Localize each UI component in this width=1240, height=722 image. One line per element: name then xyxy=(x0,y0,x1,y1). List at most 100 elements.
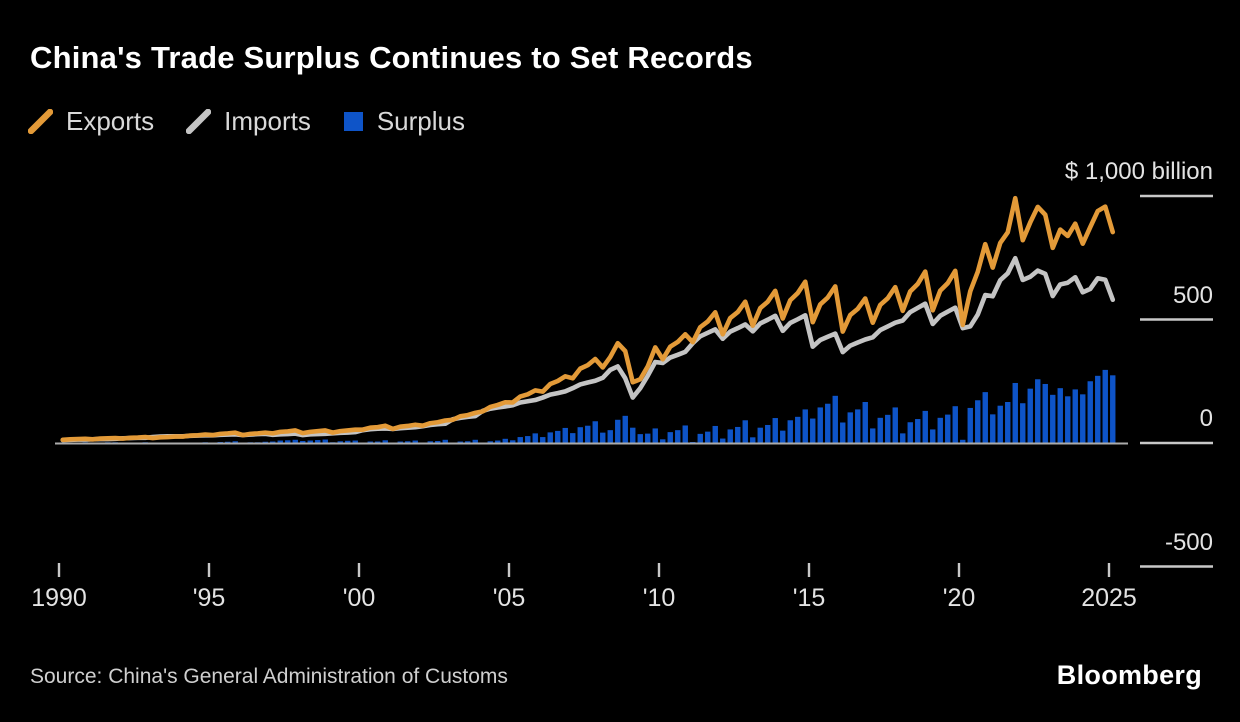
surplus-bar xyxy=(810,418,816,443)
legend: Exports Imports Surplus xyxy=(28,106,465,137)
surplus-bar xyxy=(262,441,268,443)
surplus-bar xyxy=(315,440,321,443)
surplus-bar xyxy=(982,392,988,443)
surplus-bar xyxy=(285,440,291,443)
surplus-bar xyxy=(795,416,801,443)
surplus-bar xyxy=(877,417,883,443)
source-note: Source: China's General Administration o… xyxy=(30,665,508,688)
surplus-bar xyxy=(787,420,793,443)
time-axis-label: '05 xyxy=(492,584,526,612)
surplus-bar xyxy=(915,419,921,443)
value-axis-label: -500 xyxy=(1164,528,1213,556)
surplus-bar xyxy=(952,406,958,443)
surplus-bar xyxy=(705,431,711,443)
surplus-bar xyxy=(517,437,523,443)
surplus-bar xyxy=(585,425,591,443)
legend-label-surplus: Surplus xyxy=(376,106,465,136)
legend-item-exports: Exports xyxy=(28,106,154,137)
surplus-bar xyxy=(1080,394,1086,443)
surplus-bar xyxy=(345,440,351,443)
bloomberg-logo: Bloomberg xyxy=(1056,660,1202,690)
surplus-bar xyxy=(570,433,576,443)
surplus-bar xyxy=(1102,369,1108,443)
surplus-bar xyxy=(1027,388,1033,443)
surplus-bar xyxy=(427,441,433,443)
surplus-bar xyxy=(630,427,636,443)
surplus-bar xyxy=(697,433,703,443)
surplus-bar xyxy=(757,427,763,443)
surplus-bar xyxy=(472,439,478,443)
surplus-bar xyxy=(540,437,546,443)
surplus-bar xyxy=(1012,382,1018,443)
surplus-bar xyxy=(1042,383,1048,443)
surplus-bar xyxy=(292,439,298,443)
imports-line-icon xyxy=(186,109,212,134)
value-axis-label: 500 xyxy=(1172,281,1213,309)
surplus-bar xyxy=(577,427,583,443)
time-axis-label: 1990 xyxy=(31,584,87,612)
surplus-bar xyxy=(645,433,651,443)
time-axis-label: 2025 xyxy=(1081,584,1137,612)
surplus-bar xyxy=(367,441,373,443)
surplus-bar xyxy=(270,441,276,443)
surplus-bar xyxy=(840,422,846,443)
surplus-bar xyxy=(720,438,726,443)
surplus-bar xyxy=(930,429,936,443)
surplus-bar xyxy=(892,407,898,443)
surplus-bar xyxy=(1035,379,1041,443)
surplus-bar xyxy=(592,421,598,443)
surplus-bar xyxy=(667,432,673,443)
surplus-bar xyxy=(322,439,328,443)
surplus-bar xyxy=(607,430,613,443)
surplus-bar xyxy=(300,441,306,443)
surplus-bar xyxy=(990,414,996,443)
surplus-bar xyxy=(562,427,568,443)
surplus-bar xyxy=(960,439,966,443)
surplus-bar xyxy=(382,440,388,443)
surplus-bar xyxy=(727,429,733,443)
surplus-bar xyxy=(1057,388,1063,443)
surplus-bar xyxy=(1050,394,1056,443)
surplus-bar xyxy=(1110,375,1116,443)
surplus-bar xyxy=(885,414,891,443)
surplus-bar xyxy=(600,432,606,443)
surplus-bar xyxy=(232,441,238,443)
surplus-bar xyxy=(510,440,516,443)
surplus-bar xyxy=(502,438,508,443)
surplus-bar xyxy=(352,440,358,443)
surplus-bar xyxy=(307,440,313,443)
surplus-square-icon xyxy=(343,112,363,131)
surplus-bar xyxy=(735,426,741,443)
surplus-bar xyxy=(825,403,831,443)
surplus-bar xyxy=(457,441,463,443)
surplus-bar xyxy=(637,434,643,443)
surplus-bar xyxy=(532,433,538,443)
surplus-bar xyxy=(945,414,951,444)
value-axis-label: $ 1,000 billion xyxy=(1064,158,1213,185)
surplus-bar xyxy=(900,433,906,443)
surplus-bar xyxy=(555,430,561,443)
exports-line xyxy=(60,195,1116,443)
surplus-bar xyxy=(675,430,681,443)
surplus-bar xyxy=(442,439,448,443)
surplus-bar xyxy=(780,430,786,443)
legend-label-imports: Imports xyxy=(224,106,311,136)
surplus-bar xyxy=(975,400,981,443)
surplus-bar xyxy=(802,409,808,443)
surplus-bar xyxy=(525,436,531,443)
chart-title: China's Trade Surplus Continues to Set R… xyxy=(30,40,753,75)
surplus-bar xyxy=(660,439,666,444)
time-axis-label: '95 xyxy=(192,584,226,612)
surplus-bar xyxy=(682,425,688,443)
surplus-bar xyxy=(652,428,658,443)
legend-label-exports: Exports xyxy=(66,106,155,136)
surplus-bar xyxy=(712,425,718,443)
surplus-bar xyxy=(765,424,771,443)
surplus-bar xyxy=(937,417,943,443)
surplus-bar xyxy=(1065,396,1071,443)
time-axis-label: '15 xyxy=(792,584,826,612)
surplus-bar xyxy=(547,432,553,443)
surplus-bar xyxy=(225,441,231,443)
